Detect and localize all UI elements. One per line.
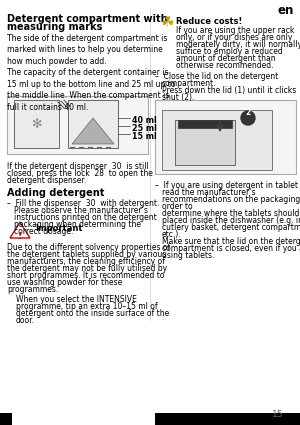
Text: programme, tip an extra 10–15 ml of: programme, tip an extra 10–15 ml of <box>16 302 158 311</box>
Text: Important: Important <box>35 224 82 233</box>
Bar <box>178 120 232 128</box>
Bar <box>7 96 148 154</box>
Text: using tablets.: using tablets. <box>162 251 214 260</box>
Bar <box>68 100 118 148</box>
Text: the detergent tablets supplied by various: the detergent tablets supplied by variou… <box>7 250 167 259</box>
Bar <box>155 413 300 425</box>
Text: instructions printed on the detergent: instructions printed on the detergent <box>14 213 157 222</box>
Text: short programmes. It is recommended to: short programmes. It is recommended to <box>7 271 164 280</box>
Text: detergent dispenser.: detergent dispenser. <box>7 176 86 185</box>
Text: compartment.: compartment. <box>162 79 217 88</box>
Text: programmes.: programmes. <box>7 285 58 294</box>
Text: read the manufacturer’s: read the manufacturer’s <box>162 188 256 197</box>
Bar <box>0 413 12 425</box>
Text: If you are using the upper rack: If you are using the upper rack <box>176 26 294 35</box>
Text: compartment is closed, even if you are: compartment is closed, even if you are <box>162 244 300 253</box>
Text: etc.).: etc.). <box>162 230 182 239</box>
Text: 2: 2 <box>245 108 250 116</box>
Text: Adding detergent: Adding detergent <box>7 188 104 198</box>
Text: closed, press the lock  28  to open the: closed, press the lock 28 to open the <box>7 169 153 178</box>
Text: –  Fill the dispenser  30  with detergent.: – Fill the dispenser 30 with detergent. <box>7 199 159 208</box>
Text: detergent onto the inside surface of the: detergent onto the inside surface of the <box>16 309 169 318</box>
Text: amount of detergent than: amount of detergent than <box>176 54 276 63</box>
Polygon shape <box>10 222 30 238</box>
Bar <box>175 120 235 165</box>
Circle shape <box>241 111 255 125</box>
Text: If the detergent dispenser  30  is still: If the detergent dispenser 30 is still <box>7 162 149 171</box>
Text: manufacturers, the cleaning efficiency of: manufacturers, the cleaning efficiency o… <box>7 257 165 266</box>
Polygon shape <box>72 118 114 144</box>
Text: –  If you are using detergent in tablet form,: – If you are using detergent in tablet f… <box>155 181 300 190</box>
Text: determine where the tablets should be: determine where the tablets should be <box>162 209 300 218</box>
Text: recommendations on the packaging in: recommendations on the packaging in <box>162 195 300 204</box>
Text: When you select the INTENSIVE: When you select the INTENSIVE <box>16 295 137 304</box>
Text: measuring marks: measuring marks <box>7 22 102 32</box>
Text: Due to the different solvency properties of: Due to the different solvency properties… <box>7 243 170 252</box>
Text: Reduce costs!: Reduce costs! <box>176 17 242 26</box>
Text: 40 ml: 40 ml <box>132 116 157 125</box>
Text: ✻: ✻ <box>31 118 41 131</box>
Text: placed inside the dishwasher (e.g. in: placed inside the dishwasher (e.g. in <box>162 216 300 225</box>
Text: 15: 15 <box>272 410 284 419</box>
Text: the detergent may not be fully utilised by: the detergent may not be fully utilised … <box>7 264 167 273</box>
Text: 25 ml: 25 ml <box>132 124 157 133</box>
Text: moderately dirty, it will normally: moderately dirty, it will normally <box>176 40 300 49</box>
Text: Press down the lid (1) until it clicks: Press down the lid (1) until it clicks <box>162 86 296 95</box>
Text: packaging when determining the: packaging when determining the <box>14 220 141 229</box>
Text: !: ! <box>18 232 22 241</box>
Bar <box>155 100 296 174</box>
Text: The side of the detergent compartment is
marked with lines to help you determine: The side of the detergent compartment is… <box>7 34 176 112</box>
Text: Make sure that the lid on the detergent: Make sure that the lid on the detergent <box>162 237 300 246</box>
Text: ☘: ☘ <box>161 15 175 30</box>
Text: correct dosage.: correct dosage. <box>14 227 74 236</box>
Text: suffice to employ a reduced: suffice to employ a reduced <box>176 47 283 56</box>
Text: Please observe the manufacturer’s: Please observe the manufacturer’s <box>14 206 148 215</box>
Bar <box>14 100 59 148</box>
Text: use washing powder for these: use washing powder for these <box>7 278 122 287</box>
Text: otherwise recommended.: otherwise recommended. <box>176 61 274 70</box>
Text: cutlery basket, detergent compartment,: cutlery basket, detergent compartment, <box>162 223 300 232</box>
Text: 15 ml: 15 ml <box>132 131 157 141</box>
Text: order to: order to <box>162 202 193 211</box>
Text: only, or if your dishes are only: only, or if your dishes are only <box>176 33 292 42</box>
Text: door.: door. <box>16 316 35 325</box>
Text: shut (2).: shut (2). <box>162 93 194 102</box>
Text: Detergent compartment with: Detergent compartment with <box>7 14 168 24</box>
Text: en: en <box>278 4 294 17</box>
Text: –  Close the lid on the detergent: – Close the lid on the detergent <box>155 72 278 81</box>
Bar <box>162 110 272 170</box>
